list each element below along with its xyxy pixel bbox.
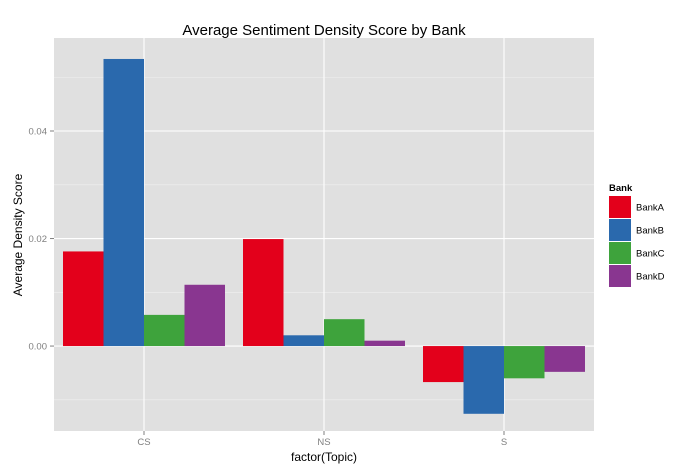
legend-label-BankC: BankC xyxy=(636,249,665,260)
bar-BankC-S xyxy=(504,346,545,379)
bar-BankB-CS xyxy=(103,58,144,347)
bar-BankA-CS xyxy=(63,251,104,347)
legend-key-BankA xyxy=(609,196,631,218)
y-axis-ticks: 0.00 0.02 0.04 xyxy=(29,127,54,353)
legend-key-BankB xyxy=(609,219,631,241)
legend: Bank BankA BankB BankC BankD xyxy=(609,183,665,287)
y-tick-label: 0.04 xyxy=(29,127,48,138)
bars xyxy=(63,58,585,414)
x-axis-ticks: CS NS S xyxy=(137,431,507,448)
bar-BankC-CS xyxy=(144,314,185,347)
chart-title: Average Sentiment Density Score by Bank xyxy=(182,22,466,39)
legend-label-BankB: BankB xyxy=(636,226,664,237)
bar-BankD-CS xyxy=(184,284,225,347)
x-tick-label: NS xyxy=(317,437,330,448)
bar-BankB-NS xyxy=(283,335,324,347)
bar-BankD-NS xyxy=(364,340,405,347)
x-axis-title: factor(Topic) xyxy=(291,450,357,464)
legend-label-BankA: BankA xyxy=(636,203,665,214)
y-tick-label: 0.02 xyxy=(29,234,48,245)
bar-BankA-S xyxy=(423,346,464,383)
bar-BankC-NS xyxy=(324,319,365,347)
bar-BankD-S xyxy=(544,346,585,372)
legend-title: Bank xyxy=(609,183,633,194)
bar-BankA-NS xyxy=(243,239,284,347)
legend-key-BankC xyxy=(609,242,631,264)
x-tick-label: S xyxy=(501,437,507,448)
y-tick-label: 0.00 xyxy=(29,342,48,353)
legend-key-BankD xyxy=(609,265,631,287)
x-tick-label: CS xyxy=(137,437,150,448)
bar-BankB-S xyxy=(463,346,504,414)
legend-label-BankD: BankD xyxy=(636,272,665,283)
y-axis-title: Average Density Score xyxy=(11,173,25,296)
